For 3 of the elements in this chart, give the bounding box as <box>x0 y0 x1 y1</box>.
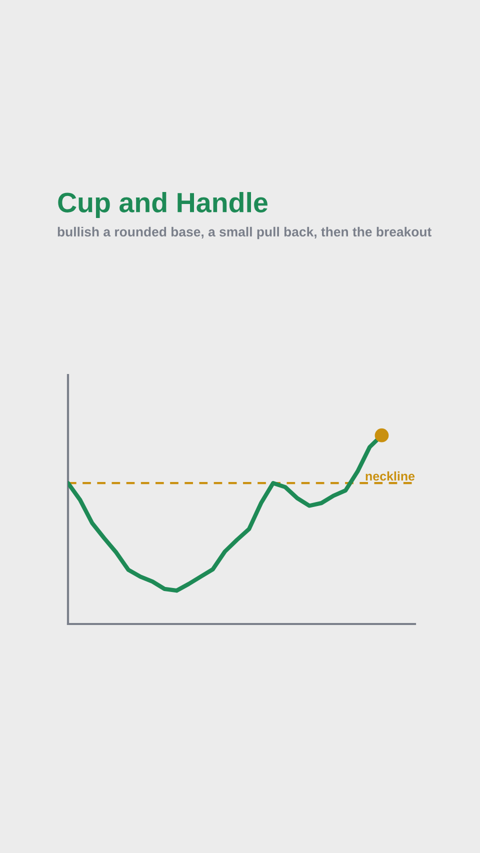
chart-title: Cup and Handle <box>58 192 268 218</box>
ref-line-label: neckline <box>366 471 415 481</box>
chart-subtitle: bullish a rounded base, a small pull back, then the breakout <box>58 226 432 240</box>
